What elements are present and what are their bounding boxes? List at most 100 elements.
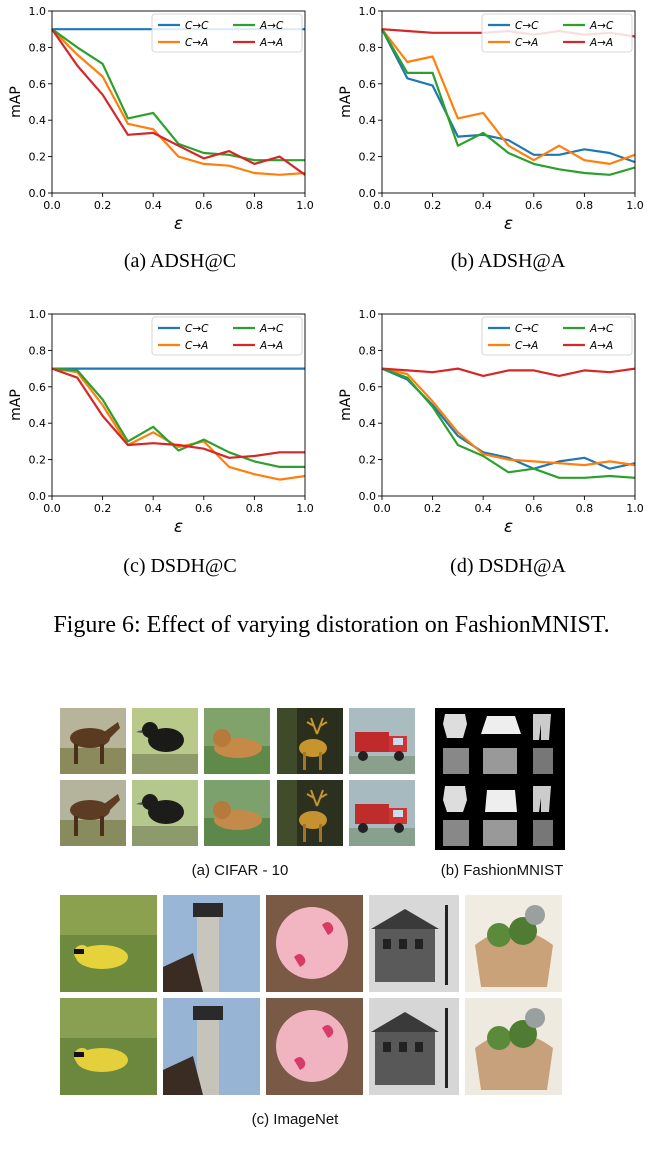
y-tick-label: 1.0 [359,308,377,321]
imagenet-piggybank-original [266,895,363,992]
x-tick-label: 0.4 [474,502,492,515]
x-tick-label: 1.0 [626,199,644,212]
y-tick-label: 0.2 [359,151,377,164]
lighthouse-image-icon [163,998,260,1095]
series-line-C-to-C [381,367,636,470]
chart-svg: 0.0 0.2 0.4 0.6 0.8 1.0 0.0 0.2 0.4 0.6 0.8 1.0 ε mAP… [8,5,314,234]
y-tick-label: 0.6 [29,381,47,394]
cifar-deer-adversarial [277,780,343,846]
x-axis-label: ε [174,517,183,537]
x-tick-label: 0.2 [94,502,112,515]
bird-image-icon [132,780,198,846]
planter-image-icon [465,998,562,1095]
legend-label: A→A [589,340,613,352]
chart-svg: 0.0 0.2 0.4 0.6 0.8 1.0 0.0 0.2 0.4 0.6 0.8 1.0 ε mAP… [338,308,644,537]
series-line-C-to-A [51,28,306,176]
street-house-image-icon [369,998,459,1095]
plot-frame [51,313,306,497]
legend-label: A→A [589,37,613,49]
figure-caption: Figure 6: Effect of varying distoration … [53,612,610,638]
x-tick-label: 0.8 [246,199,264,212]
y-tick-label: 0.4 [29,114,47,127]
imagenet-planter-adversarial [465,998,562,1095]
y-tick-label: 0.4 [29,417,47,430]
x-tick-label: 0.6 [525,502,543,515]
legend-label: C→C [185,20,209,32]
x-tick-label: 0.8 [576,199,594,212]
series-line-C-to-A [381,367,636,467]
y-tick-label: 0.4 [359,114,377,127]
legend-label: A→A [259,340,283,352]
truck-image-icon [349,780,415,846]
legend-label: A→A [259,37,283,49]
legend-box [481,13,633,53]
x-tick-label: 0.2 [94,199,112,212]
y-tick-label: 1.0 [359,5,377,18]
y-tick-label: 0.6 [359,381,377,394]
y-tick-label: 0.4 [359,417,377,430]
x-tick-label: 0.0 [373,502,391,515]
series-line-A-to-C [51,28,305,162]
chart-adsh-c: 0.0 0.2 0.4 0.6 0.8 1.0 0.0 0.2 0.4 0.6 0.8 1.0 ε mAP… [0,0,330,235]
y-tick-label: 0.2 [29,454,47,467]
cifar-bird-adversarial [132,780,198,846]
x-tick-label: 0.6 [195,502,213,515]
cifar-dog-original [204,708,270,774]
y-axis-label: mAP [8,389,24,421]
y-tick-label: 0.6 [359,78,377,91]
dog-image-icon [204,708,270,774]
fashion-grid-image-icon [435,708,565,850]
fashionmnist-grid [435,708,565,850]
legend-box [481,316,633,356]
series-line-C-to-A [381,28,636,165]
x-tick-label: 0.4 [474,199,492,212]
subcaption-b: (b) ADSH@A [450,250,566,272]
chart-svg: 0.0 0.2 0.4 0.6 0.8 1.0 0.0 0.2 0.4 0.6 0.8 1.0 ε mAP… [338,5,644,234]
legend-label: A→C [259,323,284,335]
legend-label: C→C [185,323,209,335]
deer-image-icon [277,780,343,846]
x-tick-label: 0.0 [373,199,391,212]
legend-label: C→A [515,37,538,49]
x-tick-label: 0.6 [525,199,543,212]
series-line-A-to-C [381,367,636,479]
plot-frame [381,10,636,194]
imagenet-caption: (c) ImageNet [251,1111,339,1128]
legend-label: A→C [259,20,284,32]
imagenet-lighthouse-adversarial [163,998,260,1095]
cifar-caption: (a) CIFAR - 10 [191,862,289,879]
x-tick-label: 1.0 [296,502,314,515]
street-house-image-icon [369,895,459,992]
plot-frame [51,10,306,194]
legend-label: A→C [589,323,614,335]
cifar-horse-adversarial [60,780,126,846]
cifar-bird-original [132,708,198,774]
dog-image-icon [204,780,270,846]
imagenet-lighthouse-original [163,895,260,992]
legend-label: C→A [515,340,538,352]
x-tick-label: 1.0 [626,502,644,515]
y-tick-label: 0.6 [29,78,47,91]
cifar-truck-adversarial [349,780,415,846]
x-tick-label: 0.8 [576,502,594,515]
y-tick-label: 0.0 [359,187,377,200]
y-tick-label: 0.0 [29,187,47,200]
x-tick-label: 0.8 [246,502,264,515]
y-tick-label: 0.8 [359,41,377,54]
planter-image-icon [465,895,562,992]
y-tick-label: 0.8 [29,41,47,54]
legend-label: C→C [515,20,539,32]
x-axis-label: ε [504,517,513,537]
legend-label: C→A [185,37,208,49]
x-tick-label: 0.6 [195,199,213,212]
y-axis-label: mAP [8,86,24,118]
series-line-A-to-A [51,367,305,459]
piggy-bank-image-icon [266,895,363,992]
subcaption-d: (d) DSDH@A [450,555,566,577]
chart-adsh-a: 0.0 0.2 0.4 0.6 0.8 1.0 0.0 0.2 0.4 0.6 0.8 1.0 ε mAP… [330,0,663,235]
deer-image-icon [277,708,343,774]
series-line-C-to-C [381,28,636,164]
x-tick-label: 0.4 [144,502,162,515]
series-line-A-to-C [51,367,305,468]
legend-label: C→A [185,340,208,352]
